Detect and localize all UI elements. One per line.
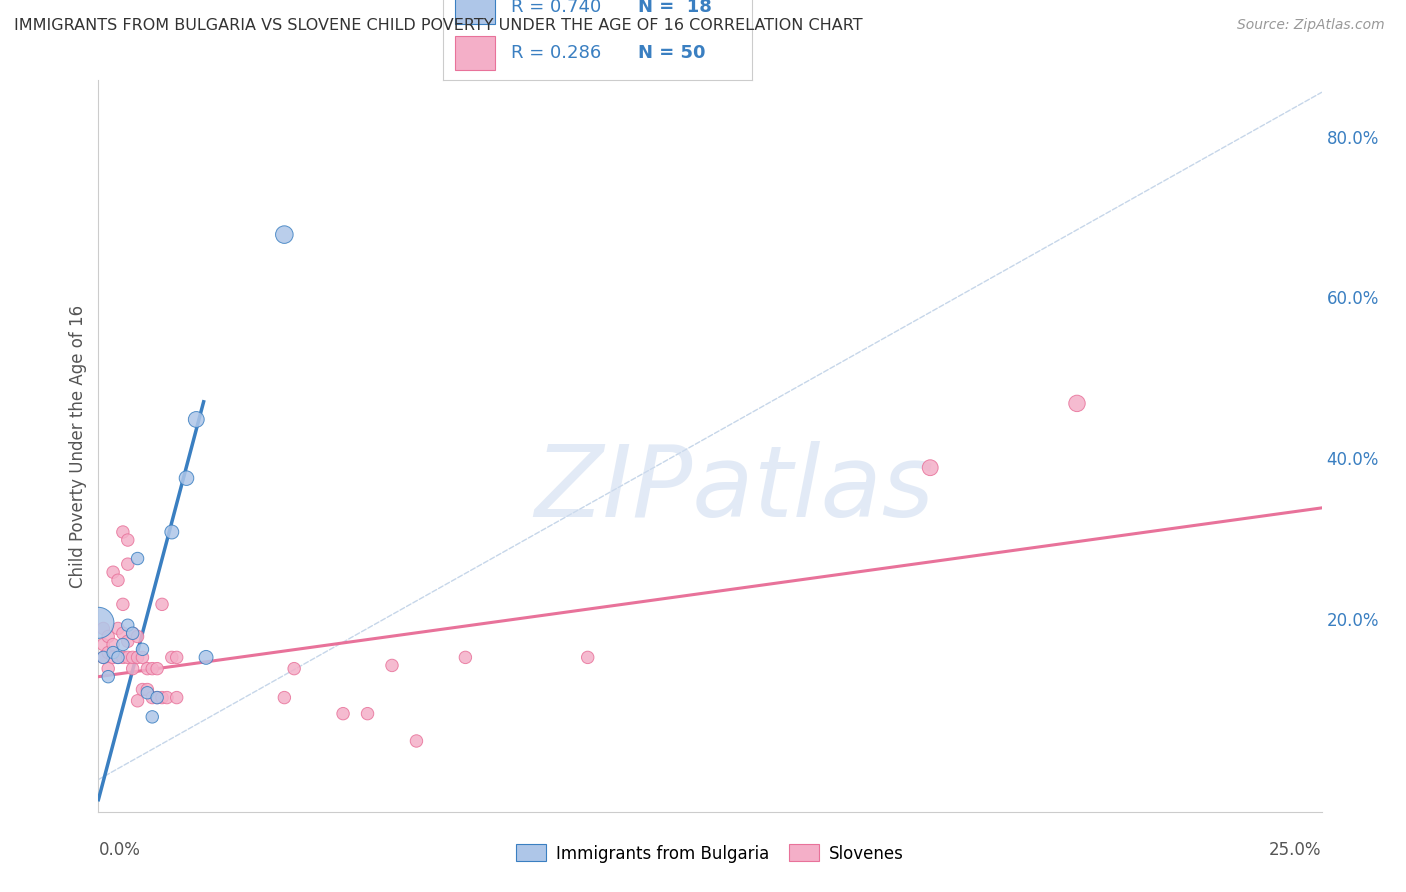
Point <box>101 650 124 665</box>
Point <box>127 694 149 708</box>
Point <box>381 658 404 673</box>
Point <box>356 706 378 721</box>
Point <box>150 598 173 612</box>
Text: R = 0.286: R = 0.286 <box>510 44 602 62</box>
Point <box>107 650 129 665</box>
Point <box>273 690 295 705</box>
Point <box>101 638 124 652</box>
Point <box>91 638 114 652</box>
Point <box>97 662 120 676</box>
Point <box>146 690 169 705</box>
Point <box>273 227 295 242</box>
Point <box>117 533 139 547</box>
Point <box>920 460 942 475</box>
Text: Source: ZipAtlas.com: Source: ZipAtlas.com <box>1237 18 1385 32</box>
Point <box>146 662 169 676</box>
Point <box>136 682 159 697</box>
Text: 0.0%: 0.0% <box>98 841 141 859</box>
Text: N =  18: N = 18 <box>638 0 711 16</box>
Point <box>91 622 114 636</box>
Point <box>91 650 114 665</box>
Point <box>101 565 124 579</box>
FancyBboxPatch shape <box>456 36 495 70</box>
Text: ZIPatlas: ZIPatlas <box>534 442 935 539</box>
Text: IMMIGRANTS FROM BULGARIA VS SLOVENE CHILD POVERTY UNDER THE AGE OF 16 CORRELATIO: IMMIGRANTS FROM BULGARIA VS SLOVENE CHIL… <box>14 18 863 33</box>
Point <box>176 471 198 485</box>
Point <box>127 650 149 665</box>
Point <box>101 646 124 660</box>
Point <box>141 690 163 705</box>
Point <box>121 626 143 640</box>
Point <box>127 630 149 644</box>
Point <box>107 650 129 665</box>
Point <box>166 690 188 705</box>
Point <box>576 650 599 665</box>
Text: R = 0.740: R = 0.740 <box>510 0 602 16</box>
Point <box>1066 396 1088 410</box>
Point <box>195 650 218 665</box>
Point <box>141 662 163 676</box>
Point <box>136 662 159 676</box>
Point <box>146 690 169 705</box>
Point <box>111 598 134 612</box>
Point <box>131 682 153 697</box>
Point <box>97 646 120 660</box>
Point <box>97 670 120 684</box>
Point <box>156 690 179 705</box>
Point <box>117 650 139 665</box>
Point <box>121 662 143 676</box>
Point <box>186 412 208 426</box>
Point <box>405 734 427 748</box>
Point <box>131 650 153 665</box>
Point <box>107 573 129 587</box>
Point <box>117 618 139 632</box>
Point <box>166 650 188 665</box>
Point <box>111 626 134 640</box>
Point <box>131 642 153 657</box>
Point <box>121 650 143 665</box>
Y-axis label: Child Poverty Under the Age of 16: Child Poverty Under the Age of 16 <box>69 304 87 588</box>
Point <box>332 706 354 721</box>
Point <box>87 615 110 630</box>
Point <box>111 524 134 539</box>
Text: 25.0%: 25.0% <box>1270 841 1322 859</box>
Point <box>150 690 173 705</box>
Point <box>117 634 139 648</box>
Point <box>141 710 163 724</box>
Point <box>160 524 183 539</box>
FancyBboxPatch shape <box>456 0 495 24</box>
Point <box>91 650 114 665</box>
Point <box>283 662 305 676</box>
Legend: Immigrants from Bulgaria, Slovenes: Immigrants from Bulgaria, Slovenes <box>509 838 911 869</box>
Point <box>111 638 134 652</box>
Point <box>117 557 139 571</box>
Point <box>121 626 143 640</box>
Point <box>111 650 134 665</box>
Text: N = 50: N = 50 <box>638 44 706 62</box>
Point <box>136 686 159 700</box>
Point <box>97 630 120 644</box>
Point <box>454 650 477 665</box>
Point <box>107 622 129 636</box>
Point <box>127 551 149 566</box>
Point <box>160 650 183 665</box>
